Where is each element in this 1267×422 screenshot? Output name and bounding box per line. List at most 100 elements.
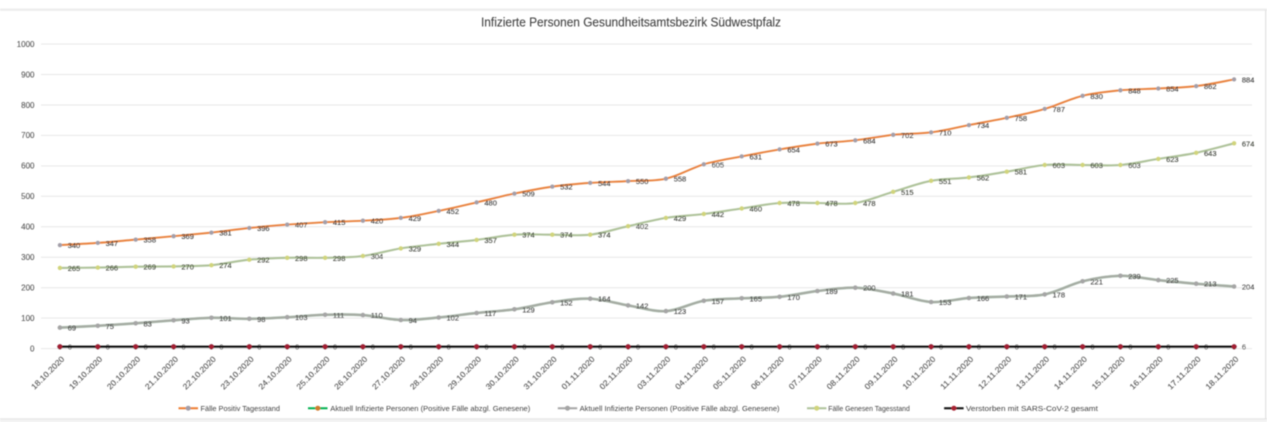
- svg-text:171: 171: [1015, 293, 1028, 302]
- svg-text:0: 0: [30, 344, 35, 353]
- svg-text:166: 166: [977, 294, 990, 303]
- svg-text:Infizierte Personen Gesundheit: Infizierte Personen Gesundheitsamtsbezir…: [481, 16, 781, 30]
- svg-text:603: 603: [1128, 161, 1141, 170]
- svg-text:110: 110: [371, 311, 383, 320]
- svg-text:344: 344: [447, 240, 460, 249]
- svg-text:213: 213: [1204, 280, 1217, 289]
- svg-text:266: 266: [106, 264, 119, 273]
- svg-text:164: 164: [598, 295, 611, 304]
- svg-text:407: 407: [295, 221, 308, 230]
- svg-text:544: 544: [598, 179, 611, 188]
- svg-text:396: 396: [257, 224, 270, 233]
- svg-text:581: 581: [1015, 168, 1028, 177]
- svg-text:269: 269: [144, 263, 157, 272]
- svg-text:623: 623: [1166, 155, 1179, 164]
- svg-text:178: 178: [1053, 290, 1066, 299]
- svg-text:643: 643: [1204, 149, 1217, 158]
- svg-text:181: 181: [901, 290, 914, 299]
- svg-text:157: 157: [712, 297, 725, 306]
- svg-text:93: 93: [181, 316, 189, 325]
- svg-text:69: 69: [68, 324, 76, 333]
- svg-text:562: 562: [977, 173, 990, 182]
- svg-text:854: 854: [1166, 85, 1179, 94]
- svg-text:900: 900: [21, 70, 35, 79]
- svg-text:225: 225: [1166, 276, 1179, 285]
- svg-text:460: 460: [750, 205, 763, 214]
- svg-text:478: 478: [863, 199, 876, 208]
- svg-text:674: 674: [1242, 139, 1255, 148]
- svg-text:142: 142: [636, 301, 649, 310]
- svg-text:429: 429: [674, 214, 687, 223]
- svg-text:Verstorben mit SARS-CoV-2 gesa: Verstorben mit SARS-CoV-2 gesamt: [966, 404, 1099, 413]
- svg-text:381: 381: [219, 229, 232, 238]
- svg-text:100: 100: [21, 314, 35, 323]
- svg-text:478: 478: [825, 199, 838, 208]
- svg-text:1000: 1000: [17, 40, 35, 49]
- svg-text:550: 550: [636, 177, 649, 186]
- svg-text:884: 884: [1242, 75, 1255, 84]
- svg-text:600: 600: [21, 162, 35, 171]
- svg-text:654: 654: [787, 145, 800, 154]
- svg-text:6: 6: [1242, 342, 1246, 351]
- svg-text:189: 189: [825, 287, 838, 296]
- svg-text:702: 702: [901, 131, 914, 140]
- svg-text:684: 684: [863, 136, 876, 145]
- svg-text:515: 515: [901, 188, 914, 197]
- svg-text:165: 165: [750, 294, 763, 303]
- svg-text:673: 673: [825, 140, 838, 149]
- svg-text:Aktuell Infizierte Personen (P: Aktuell Infizierte Personen (Positive Fä…: [580, 404, 780, 413]
- svg-text:734: 734: [977, 121, 990, 130]
- svg-text:221: 221: [1090, 277, 1103, 286]
- svg-text:111: 111: [333, 311, 344, 320]
- svg-text:200: 200: [863, 284, 876, 293]
- svg-text:204: 204: [1242, 283, 1255, 292]
- svg-text:700: 700: [21, 131, 35, 140]
- svg-text:631: 631: [750, 152, 763, 161]
- svg-text:170: 170: [787, 293, 800, 302]
- svg-text:532: 532: [560, 183, 573, 192]
- svg-text:369: 369: [181, 232, 194, 241]
- svg-text:603: 603: [1090, 161, 1103, 170]
- svg-text:429: 429: [409, 214, 422, 223]
- svg-text:603: 603: [1053, 161, 1066, 170]
- svg-text:292: 292: [257, 256, 270, 265]
- svg-text:374: 374: [560, 231, 573, 240]
- svg-text:551: 551: [939, 177, 952, 186]
- svg-text:452: 452: [447, 207, 460, 216]
- svg-text:103: 103: [295, 313, 308, 322]
- svg-text:830: 830: [1090, 92, 1103, 101]
- svg-text:94: 94: [409, 316, 417, 325]
- svg-text:200: 200: [21, 284, 35, 293]
- svg-text:558: 558: [674, 175, 687, 184]
- svg-text:374: 374: [522, 231, 535, 240]
- svg-text:605: 605: [712, 160, 725, 169]
- svg-text:347: 347: [106, 239, 119, 248]
- svg-text:329: 329: [409, 244, 422, 253]
- svg-text:340: 340: [68, 241, 81, 250]
- svg-text:710: 710: [939, 128, 952, 137]
- svg-text:102: 102: [447, 314, 460, 323]
- svg-text:117: 117: [484, 309, 496, 318]
- svg-text:500: 500: [21, 192, 35, 201]
- svg-text:787: 787: [1053, 105, 1066, 114]
- svg-text:274: 274: [219, 261, 232, 270]
- svg-text:357: 357: [484, 236, 497, 245]
- svg-text:270: 270: [181, 262, 194, 271]
- svg-text:83: 83: [144, 319, 152, 328]
- svg-text:848: 848: [1128, 86, 1141, 95]
- svg-text:152: 152: [560, 298, 573, 307]
- svg-text:98: 98: [257, 315, 265, 324]
- svg-text:480: 480: [484, 198, 497, 207]
- svg-text:415: 415: [333, 218, 346, 227]
- svg-text:239: 239: [1128, 272, 1141, 281]
- svg-text:265: 265: [68, 264, 81, 273]
- svg-text:75: 75: [106, 322, 114, 331]
- svg-text:129: 129: [522, 305, 535, 314]
- svg-text:862: 862: [1204, 82, 1217, 91]
- svg-text:758: 758: [1015, 114, 1028, 123]
- svg-text:509: 509: [522, 190, 535, 199]
- svg-text:153: 153: [939, 298, 952, 307]
- svg-text:300: 300: [21, 253, 35, 262]
- svg-text:Fälle Genesen Tagesstand: Fälle Genesen Tagesstand: [828, 404, 910, 413]
- svg-text:298: 298: [333, 254, 346, 263]
